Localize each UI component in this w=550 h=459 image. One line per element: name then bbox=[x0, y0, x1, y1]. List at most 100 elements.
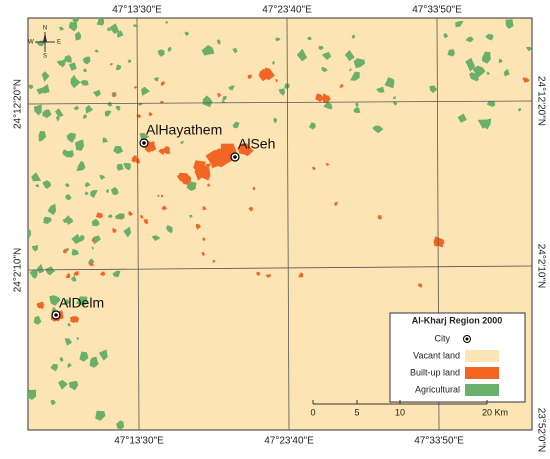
land-patch bbox=[38, 131, 47, 142]
land-patch bbox=[160, 81, 165, 86]
land-patch bbox=[104, 110, 112, 117]
land-patch bbox=[64, 338, 73, 346]
land-patch bbox=[429, 85, 438, 93]
land-patch bbox=[139, 132, 150, 140]
land-patch bbox=[469, 72, 479, 82]
land-patch bbox=[67, 363, 72, 369]
land-patch bbox=[70, 74, 81, 89]
city-label: AlDelm bbox=[59, 295, 104, 311]
land-patch bbox=[481, 118, 492, 130]
land-patch bbox=[88, 258, 95, 264]
land-patch bbox=[344, 50, 355, 62]
land-patch bbox=[202, 237, 206, 241]
coord-label: 47°23'40"E bbox=[262, 5, 312, 16]
land-patch bbox=[111, 93, 117, 98]
land-patch bbox=[66, 132, 76, 143]
land-patch bbox=[69, 381, 79, 391]
scale-label: 20 Km bbox=[482, 407, 508, 417]
land-patch bbox=[28, 389, 37, 401]
land-patch bbox=[265, 274, 271, 278]
land-patch bbox=[119, 215, 123, 218]
land-patch bbox=[72, 18, 79, 24]
land-patch bbox=[355, 102, 359, 108]
land-patch bbox=[41, 71, 50, 82]
land-patch bbox=[419, 284, 422, 288]
land-patch bbox=[140, 215, 144, 220]
land-patch bbox=[106, 27, 112, 32]
land-patch bbox=[376, 86, 385, 93]
land-patch bbox=[76, 160, 86, 172]
scale-label: 5 bbox=[354, 407, 359, 417]
land-patch bbox=[143, 218, 149, 225]
land-patch bbox=[372, 125, 384, 134]
land-patch bbox=[433, 236, 442, 247]
land-patch bbox=[252, 186, 256, 191]
scale-bar: 0 5 10 20 Km bbox=[310, 400, 508, 417]
land-patch bbox=[176, 173, 187, 182]
land-patch bbox=[38, 301, 45, 308]
land-patch bbox=[50, 364, 58, 372]
land-patch bbox=[321, 51, 332, 60]
land-patch bbox=[123, 163, 131, 171]
land-patch bbox=[92, 235, 101, 245]
land-patch bbox=[205, 163, 211, 168]
land-patch bbox=[31, 172, 42, 182]
land-patch bbox=[67, 322, 72, 327]
land-patch bbox=[189, 214, 193, 219]
land-patch bbox=[133, 86, 138, 89]
land-patch bbox=[116, 30, 124, 38]
land-patch bbox=[202, 95, 213, 108]
land-patch bbox=[58, 26, 65, 31]
land-patch bbox=[201, 45, 215, 56]
land-patch bbox=[107, 214, 113, 219]
coord-label: 47°33'50"E bbox=[412, 5, 462, 16]
land-patch bbox=[91, 218, 100, 227]
land-patch bbox=[275, 79, 278, 83]
land-patch bbox=[278, 88, 285, 96]
land-patch bbox=[322, 93, 330, 100]
land-patch bbox=[50, 399, 56, 406]
land-patch bbox=[127, 59, 132, 63]
land-patch bbox=[325, 162, 330, 166]
land-patch bbox=[65, 183, 70, 188]
land-patch bbox=[65, 194, 72, 201]
land-patch bbox=[447, 49, 455, 57]
land-patch bbox=[102, 137, 108, 143]
land-patch bbox=[161, 205, 167, 211]
land-patch bbox=[75, 139, 84, 151]
compass-w: W bbox=[28, 40, 34, 46]
land-patch bbox=[49, 295, 61, 306]
land-patch bbox=[82, 56, 91, 65]
land-patch bbox=[76, 296, 88, 306]
land-patch bbox=[113, 146, 124, 155]
land-patch bbox=[123, 226, 132, 238]
land-patch bbox=[110, 186, 119, 196]
land-patch bbox=[212, 259, 215, 263]
land-patch bbox=[59, 58, 66, 68]
legend-label: Agricultural bbox=[415, 384, 460, 394]
land-patch bbox=[93, 89, 101, 97]
land-patch bbox=[33, 315, 42, 325]
legend-title: Al-Kharj Region 2000 bbox=[412, 315, 503, 325]
land-patch bbox=[116, 420, 124, 430]
land-patch bbox=[115, 105, 121, 112]
land-patch bbox=[248, 206, 253, 212]
land-patch bbox=[49, 270, 53, 274]
land-patch bbox=[323, 101, 333, 110]
land-patch bbox=[28, 229, 32, 238]
land-patch bbox=[298, 272, 304, 278]
city-markers bbox=[51, 138, 240, 320]
land-patch bbox=[153, 77, 159, 82]
land-patch bbox=[96, 18, 105, 26]
land-patch bbox=[112, 270, 121, 278]
land-patch bbox=[465, 57, 474, 69]
land-patch bbox=[334, 201, 338, 206]
land-patch bbox=[43, 216, 52, 224]
land-patch bbox=[392, 96, 396, 100]
land-patch bbox=[165, 21, 169, 24]
land-patch bbox=[180, 140, 184, 145]
land-patch bbox=[105, 189, 110, 194]
land-patch bbox=[486, 100, 496, 107]
land-patch bbox=[247, 74, 252, 80]
land-patch bbox=[184, 31, 190, 36]
